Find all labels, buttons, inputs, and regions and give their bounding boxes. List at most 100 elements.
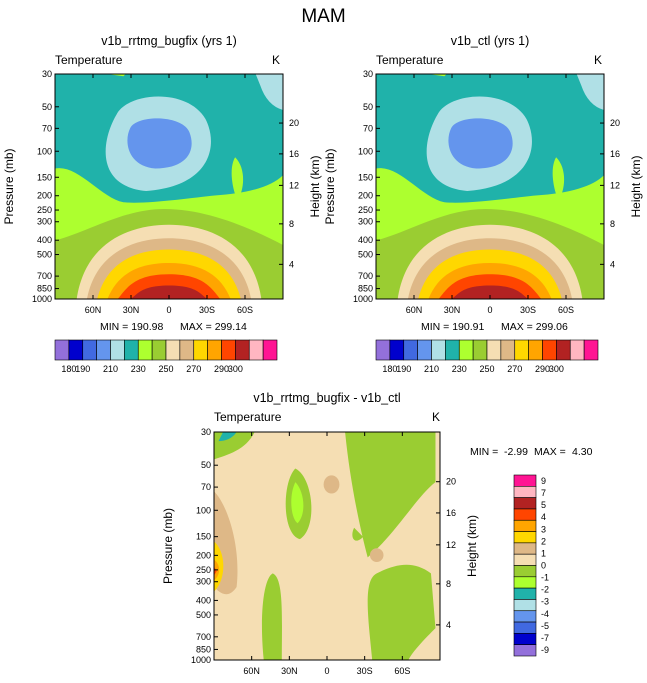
panel1-colorbar-swatch [458, 339, 474, 361]
panel0-colorbar-swatch [82, 339, 97, 361]
diff-colorbar-swatch [513, 599, 537, 612]
diff-colorbar-label: 5 [541, 500, 546, 510]
panel1-ytick-label: 400 [358, 235, 373, 245]
panel2-rtick-label: 4 [446, 620, 451, 630]
panel0-ytick-label: 200 [37, 191, 52, 201]
panel1-title: v1b_rrtmg_bugfix (yrs 1) [101, 34, 237, 48]
panel2-variable: Temperature [376, 53, 444, 67]
panel2-ytick-label: 250 [196, 565, 211, 575]
panel1-colorbar-label: 290 [535, 364, 550, 374]
panel2-xtick-label: 30N [281, 666, 298, 676]
panel1-colorbar-swatch [514, 339, 529, 361]
diff-colorbar-label: 2 [541, 536, 546, 546]
panel2-contours [214, 432, 440, 660]
panel1-colorbar-swatch [403, 339, 418, 361]
panel0-ytick-label: 150 [37, 172, 52, 182]
panel1-colorbar-swatch [472, 339, 488, 361]
contour-band-230-top [107, 74, 126, 77]
panel1-rtick-label: 12 [610, 180, 620, 190]
diff-band-neg1 [261, 573, 282, 660]
panel3-min-label: MIN = [470, 446, 499, 458]
panel0-rtick-label: 12 [289, 180, 299, 190]
diff-colorbar-swatch [513, 587, 537, 600]
diff-colorbar-swatch [513, 565, 537, 578]
panel0-ytick-label: 1000 [32, 294, 52, 304]
panel0-ylabel: Pressure (mb) [2, 148, 16, 224]
panel1-ytick-label: 150 [358, 172, 373, 182]
panel3-title: v1b_rrtmg_bugfix - v1b_ctl [253, 391, 401, 405]
panel1-colorbar-swatch [375, 339, 391, 361]
panel2-ytick-label: 700 [196, 632, 211, 642]
panel3-units: K [432, 410, 441, 424]
panel0-colorbar-swatch [262, 339, 278, 361]
panel0-colorbar-label: 300 [228, 364, 243, 374]
panel0-xtick-label: 60S [237, 305, 253, 315]
diff-colorbar-swatch [513, 508, 537, 521]
panel0-xtick-label: 30N [123, 305, 140, 315]
panel1-colorbar-swatch [542, 339, 557, 361]
panel1-colorbar-label: 210 [424, 364, 439, 374]
panel1-max: MAX = 299.14 [180, 321, 247, 333]
panel2-max: MAX = 299.06 [501, 321, 568, 333]
diff-colorbar-swatch [513, 486, 537, 498]
panel0-colorbar-swatch [207, 339, 222, 361]
panel2-ytick-label: 100 [196, 505, 211, 515]
panel0-rtick-label: 8 [289, 219, 294, 229]
panel1-rtick-label: 4 [610, 259, 615, 269]
contour-band-295 [127, 285, 211, 299]
contour-band-295 [448, 285, 532, 299]
panel0-colorbar-label: 190 [75, 364, 90, 374]
panel1-contours [376, 74, 604, 299]
contour-band-200 [127, 118, 192, 169]
diff-colorbar-swatch [513, 576, 537, 589]
panel2-ylabel: Pressure (mb) [161, 508, 175, 584]
panel2-ytick-label: 70 [201, 482, 211, 492]
panel0-colorbar-swatch [165, 339, 181, 361]
diff-colorbar-swatch [513, 633, 537, 645]
diff-band-pos4 [214, 566, 217, 576]
panel0-colorbar-label: 270 [186, 364, 201, 374]
panel1-xtick-label: 30S [520, 305, 536, 315]
panel1-ytick-label: 70 [363, 123, 373, 133]
panel2-rtick-label: 16 [446, 508, 456, 518]
panel0-ytick-label: 50 [42, 102, 52, 112]
diff-colorbar-label: 1 [541, 548, 546, 558]
panel2-ytick-label: 400 [196, 595, 211, 605]
panel1-units: K [272, 53, 281, 67]
panel0-ytick-label: 70 [42, 123, 52, 133]
panel0-contours [55, 74, 283, 299]
panel1-variable: Temperature [55, 53, 123, 67]
diff-band-pos1-blob [323, 475, 340, 494]
panel0-colorbar-swatch [235, 339, 250, 361]
diff-colorbar-swatch [513, 474, 537, 487]
panel1-colorbar-swatch [569, 339, 585, 361]
panel2-ytick-label: 300 [196, 577, 211, 587]
panel1-colorbar-label: 190 [396, 364, 411, 374]
panel3-max-value: 4.30 [572, 446, 593, 458]
panel2-xtick-label: 60N [243, 666, 260, 676]
panel2-ytick-label: 30 [201, 427, 211, 437]
panel0-xtick-label: 60N [85, 305, 102, 315]
diff-colorbar-label: -3 [541, 597, 549, 607]
panel1-colorbar-label: 270 [507, 364, 522, 374]
panel1-ytick-label: 500 [358, 250, 373, 260]
panel0-ytick-label: 500 [37, 250, 52, 260]
panel0-colorbar-swatch [193, 339, 208, 361]
panel1-colorbar-swatch [556, 339, 571, 361]
diff-colorbar-swatch [513, 519, 537, 532]
panel0-colorbar-label: 180 [61, 364, 76, 374]
diff-colorbar-swatch [513, 553, 537, 566]
diff-colorbar-label: -2 [541, 585, 549, 595]
panel0-xtick-label: 30S [199, 305, 215, 315]
panel0-colorbar-swatch [179, 339, 195, 361]
panel1-colorbar-swatch [486, 339, 502, 361]
diff-band-neg1 [367, 564, 436, 660]
panel1-colorbar-swatch [500, 339, 516, 361]
panel1-xtick-label: 60N [406, 305, 423, 315]
panel1-colorbar-swatch [417, 339, 432, 361]
panel2-xtick-label: 0 [324, 666, 329, 676]
panel3-max-label: MAX = [534, 446, 566, 458]
diff-colorbar-swatch [513, 644, 537, 657]
panel2-xtick-label: 30S [357, 666, 373, 676]
panel0-xtick-label: 0 [166, 305, 171, 315]
